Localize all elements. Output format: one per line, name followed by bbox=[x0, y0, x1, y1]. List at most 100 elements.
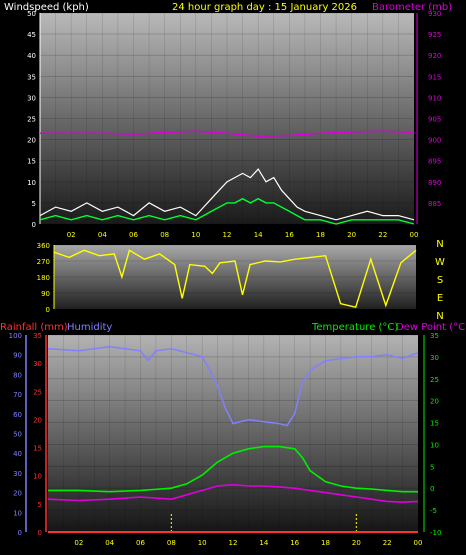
temperature-tick-label: -10 bbox=[430, 529, 441, 537]
hour-tick-label: 12 bbox=[229, 539, 238, 547]
rainfall-tick-label: 10 bbox=[33, 473, 42, 481]
direction-tick-label: 360 bbox=[37, 242, 50, 250]
direction-tick-label: 270 bbox=[37, 258, 50, 266]
barometer-tick-label: 885 bbox=[428, 200, 441, 208]
temperature-tick-label: 5 bbox=[430, 463, 434, 471]
rainfall-tick-label: 15 bbox=[33, 445, 42, 453]
barometer-tick-label: 910 bbox=[428, 94, 441, 102]
barometer-line bbox=[40, 130, 415, 137]
rainfall-axis-label: Rainfall (mm) bbox=[0, 322, 68, 333]
windspeed-tick-label: 5 bbox=[32, 200, 36, 208]
dewpoint-line bbox=[47, 483, 419, 504]
windspeed-axis-label: Windspeed (kph) bbox=[4, 2, 89, 13]
humidity-tick-label: 60 bbox=[13, 411, 22, 419]
humidity-tick-label: 20 bbox=[13, 490, 22, 498]
hour-tick-label: 06 bbox=[136, 539, 145, 547]
windspeed-tick-label: 25 bbox=[27, 116, 36, 124]
hour-tick-label: 20 bbox=[352, 539, 361, 547]
rainfall-tick-label: 35 bbox=[33, 332, 42, 340]
barometer-tick-label: 905 bbox=[428, 116, 441, 124]
compass-label: W bbox=[435, 257, 445, 268]
barometer-tick-label: 890 bbox=[428, 179, 441, 187]
humidity-tick-label: 10 bbox=[13, 509, 22, 517]
wind-average-line bbox=[39, 197, 415, 225]
direction-tick-label: 90 bbox=[41, 290, 50, 298]
wind-gust-line bbox=[39, 168, 415, 221]
dewpoint-axis-label: Dew Point (°C) bbox=[396, 322, 466, 333]
temperature-tick-label: 30 bbox=[430, 354, 439, 362]
hour-tick-label: 22 bbox=[383, 539, 392, 547]
humidity-tick-label: 30 bbox=[13, 470, 22, 478]
hour-tick-label: 00 bbox=[414, 539, 423, 547]
hour-tick-label: 04 bbox=[105, 539, 114, 547]
top-panel-background bbox=[40, 13, 414, 224]
temperature-tick-label: 25 bbox=[430, 376, 439, 384]
temperature-tick-label: 20 bbox=[430, 398, 439, 406]
hour-tick-label: 08 bbox=[167, 539, 176, 547]
windspeed-tick-label: 45 bbox=[27, 31, 36, 39]
humidity-line bbox=[47, 346, 419, 427]
compass-label: N bbox=[436, 311, 443, 322]
temperature-tick-label: 10 bbox=[430, 441, 439, 449]
barometer-axis-label: Barometer (mb) bbox=[372, 2, 452, 13]
hour-tick-label: 14 bbox=[254, 231, 263, 239]
compass-label: N bbox=[436, 239, 443, 250]
series-marks bbox=[39, 130, 419, 533]
rainfall-tick-label: 5 bbox=[38, 501, 42, 509]
humidity-tick-label: 40 bbox=[13, 450, 22, 458]
compass-label: E bbox=[437, 293, 443, 304]
hour-tick-label: 02 bbox=[67, 231, 76, 239]
windspeed-tick-label: 20 bbox=[27, 137, 36, 145]
rainfall-tick-label: 25 bbox=[33, 388, 42, 396]
wind-direction-line bbox=[53, 249, 417, 309]
windspeed-tick-label: 10 bbox=[27, 179, 36, 187]
hour-tick-label: 06 bbox=[129, 231, 138, 239]
humidity-axis-label: Humidity bbox=[67, 322, 112, 333]
hour-tick-label: 04 bbox=[98, 231, 107, 239]
windspeed-tick-label: 35 bbox=[27, 73, 36, 81]
rainfall-tick-label: 20 bbox=[33, 416, 42, 424]
hour-tick-label: 02 bbox=[74, 539, 83, 547]
barometer-tick-label: 930 bbox=[428, 10, 441, 18]
temperature-line bbox=[48, 445, 418, 493]
humidity-tick-label: 0 bbox=[18, 529, 22, 537]
humidity-tick-label: 90 bbox=[13, 352, 22, 360]
humidity-tick-label: 70 bbox=[13, 391, 22, 399]
compass-label: S bbox=[437, 275, 443, 286]
temperature-tick-label: 15 bbox=[430, 420, 439, 428]
hour-tick-label: 16 bbox=[290, 539, 299, 547]
windspeed-tick-label: 50 bbox=[27, 10, 36, 18]
barometer-tick-label: 900 bbox=[428, 137, 441, 145]
windspeed-tick-label: 0 bbox=[32, 221, 36, 229]
hour-tick-label: 08 bbox=[160, 231, 169, 239]
direction-tick-label: 0 bbox=[46, 306, 50, 314]
hour-tick-label: 22 bbox=[378, 231, 387, 239]
hour-tick-label: 00 bbox=[410, 231, 419, 239]
humidity-tick-label: 50 bbox=[13, 431, 22, 439]
hour-tick-label: 14 bbox=[259, 539, 268, 547]
temperature-axis-label: Temperature (°C) bbox=[311, 322, 398, 333]
temperature-tick-label: -5 bbox=[430, 507, 437, 515]
grid-lines bbox=[40, 12, 418, 533]
rainfall-tick-label: 0 bbox=[38, 529, 42, 537]
hour-tick-label: 12 bbox=[223, 231, 232, 239]
barometer-tick-label: 920 bbox=[428, 52, 441, 60]
windspeed-tick-label: 15 bbox=[27, 158, 36, 166]
barometer-tick-label: 895 bbox=[428, 158, 441, 166]
axes: 0510152025303540455088589089590090591091… bbox=[9, 10, 445, 547]
hour-tick-label: 10 bbox=[191, 231, 200, 239]
windspeed-tick-label: 40 bbox=[27, 52, 36, 60]
hour-tick-label: 18 bbox=[316, 231, 325, 239]
temperature-tick-label: 0 bbox=[430, 485, 434, 493]
hour-tick-label: 18 bbox=[321, 539, 330, 547]
hour-tick-label: 20 bbox=[347, 231, 356, 239]
hour-tick-label: 16 bbox=[285, 231, 294, 239]
direction-tick-label: 180 bbox=[37, 274, 50, 282]
barometer-tick-label: 915 bbox=[428, 73, 441, 81]
rainfall-tick-label: 30 bbox=[33, 360, 42, 368]
chart-title: 24 hour graph day : 15 January 2026 bbox=[172, 2, 357, 13]
temperature-tick-label: 35 bbox=[430, 332, 439, 340]
hour-tick-label: 10 bbox=[198, 539, 207, 547]
